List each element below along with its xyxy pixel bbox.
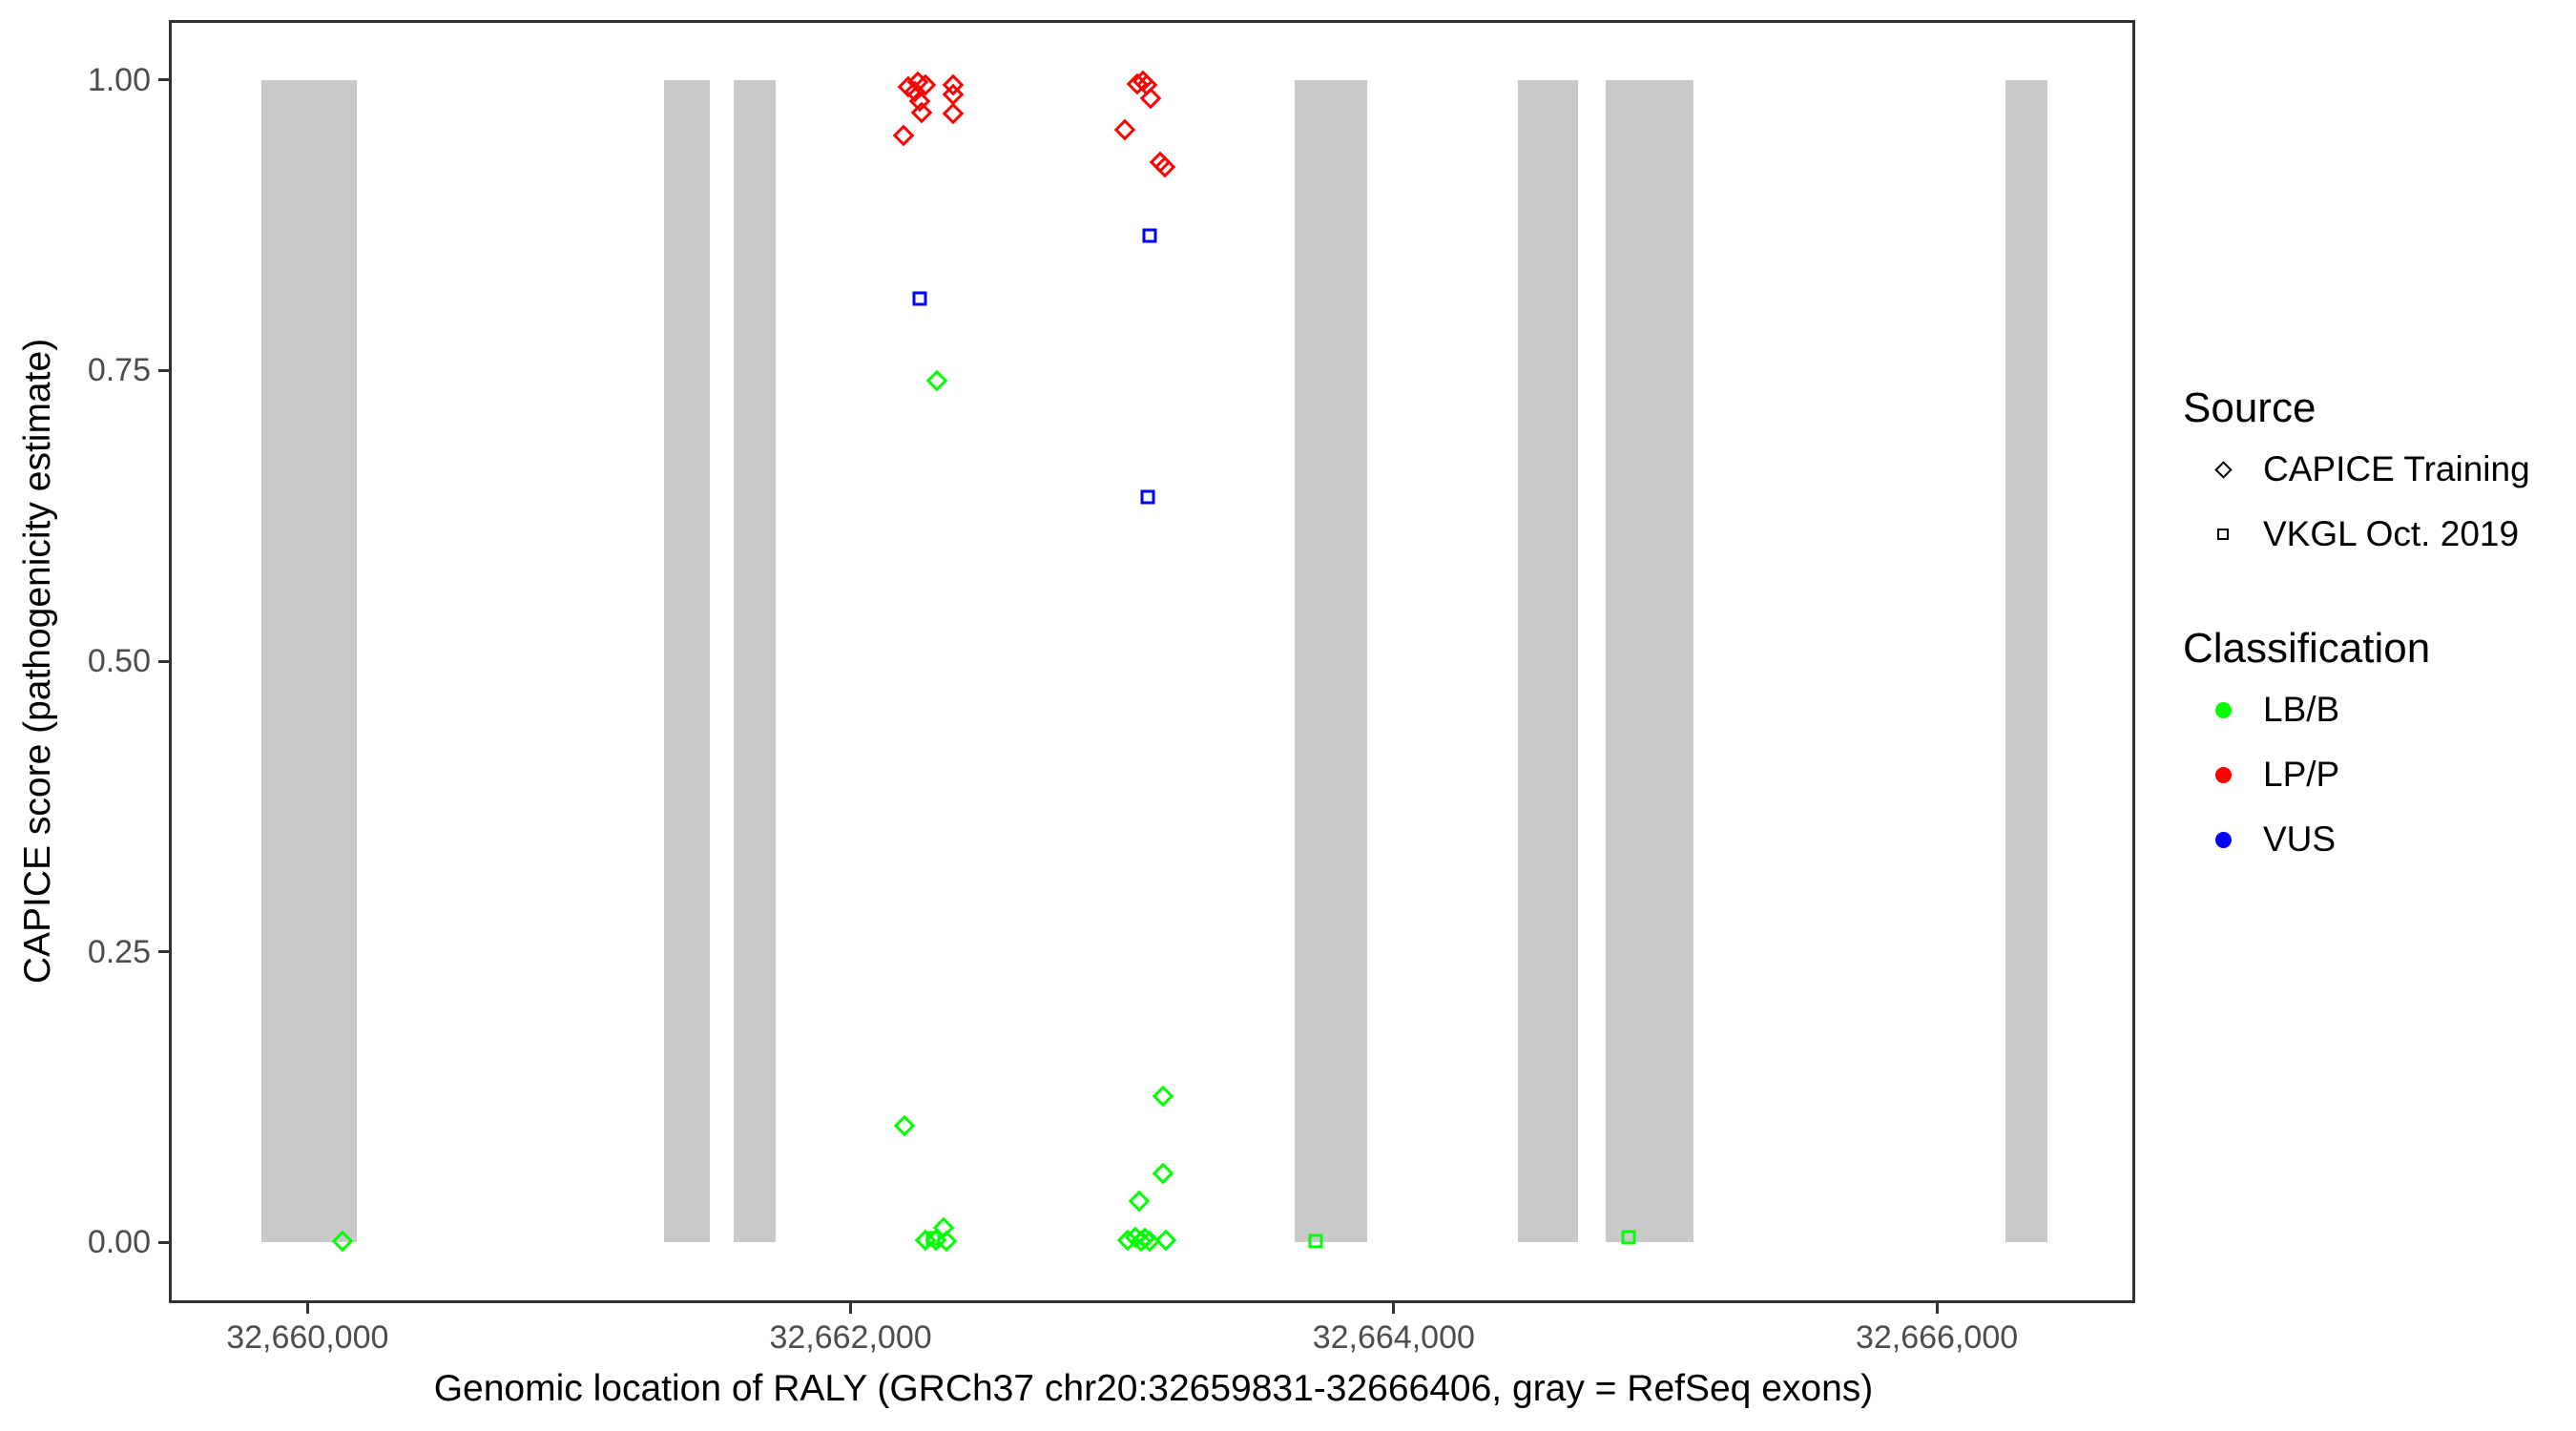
x-tick-label: 32,662,000 <box>769 1319 932 1356</box>
circle-glyph <box>2214 831 2232 848</box>
circle-icon <box>2183 831 2263 848</box>
x-tick-label: 32,664,000 <box>1312 1319 1475 1356</box>
circle-glyph <box>2214 701 2232 718</box>
y-tick-label: 0.25 <box>87 933 151 970</box>
refseq-exon-bar <box>664 79 710 1243</box>
legend-group-source: Source CAPICE Training VKGL Oct. 2019 <box>2183 384 2574 567</box>
diamond-glyph <box>2213 460 2233 479</box>
refseq-exon-bar <box>1605 79 1694 1243</box>
circle-icon <box>2183 766 2263 783</box>
legend-item-vus: VUS <box>2183 807 2574 872</box>
legend-item-label: CAPICE Training <box>2263 449 2530 488</box>
diamond-icon <box>2183 460 2263 479</box>
x-tick-label: 32,660,000 <box>226 1319 389 1356</box>
y-tick-mark <box>158 1240 172 1244</box>
x-tick-mark <box>1935 1300 1939 1314</box>
legend-item-lp-p: LP/P <box>2183 742 2574 807</box>
refseq-exon-bar <box>1518 79 1578 1243</box>
legend-item-label: LP/P <box>2263 755 2340 794</box>
data-point-square <box>1621 1230 1636 1245</box>
y-tick-mark <box>158 368 172 372</box>
y-tick-mark <box>158 659 172 663</box>
x-axis-title: Genomic location of RALY (GRCh37 chr20:3… <box>433 1368 1874 1409</box>
data-point-square <box>1142 228 1157 243</box>
legend-item-lb-b: LB/B <box>2183 677 2574 742</box>
y-tick-mark <box>158 950 172 954</box>
legend-item-label: LB/B <box>2263 690 2340 729</box>
legend-item-capice-training: CAPICE Training <box>2183 437 2574 502</box>
legend-item-label: VKGL Oct. 2019 <box>2263 514 2520 553</box>
y-tick-label: 0.50 <box>87 643 151 679</box>
legend-item-label: VUS <box>2263 819 2337 859</box>
x-tick-mark <box>1392 1300 1396 1314</box>
plot-panel <box>169 20 2135 1303</box>
circle-icon <box>2183 701 2263 718</box>
y-axis-title: CAPICE score (pathogenicity estimate) <box>17 338 58 985</box>
legend: Source CAPICE Training VKGL Oct. 2019 Cla… <box>2183 384 2574 929</box>
refseq-exon-bar <box>2005 79 2047 1243</box>
data-point-square <box>1140 489 1155 505</box>
square-icon <box>2183 529 2263 540</box>
legend-item-vkgl-oct-2019: VKGL Oct. 2019 <box>2183 502 2574 567</box>
data-point-square <box>925 1231 941 1246</box>
data-point-square <box>912 291 927 306</box>
square-glyph <box>2217 529 2229 540</box>
data-point-square <box>1308 1234 1323 1249</box>
x-tick-mark <box>849 1300 853 1314</box>
x-tick-mark <box>305 1300 309 1314</box>
x-tick-label: 32,666,000 <box>1855 1319 2019 1356</box>
y-tick-label: 0.00 <box>87 1224 151 1261</box>
refseq-exon-bar <box>1294 79 1368 1243</box>
refseq-exon-bar <box>261 79 357 1243</box>
legend-classification-title: Classification <box>2183 625 2431 672</box>
refseq-exon-bar <box>733 79 776 1243</box>
y-tick-label: 1.00 <box>87 61 151 98</box>
circle-glyph <box>2214 766 2232 783</box>
legend-group-classification: Classification LB/B LP/P VUS <box>2183 624 2574 872</box>
y-tick-label: 0.75 <box>87 352 151 389</box>
legend-source-title: Source <box>2183 384 2316 431</box>
y-tick-mark <box>158 78 172 82</box>
